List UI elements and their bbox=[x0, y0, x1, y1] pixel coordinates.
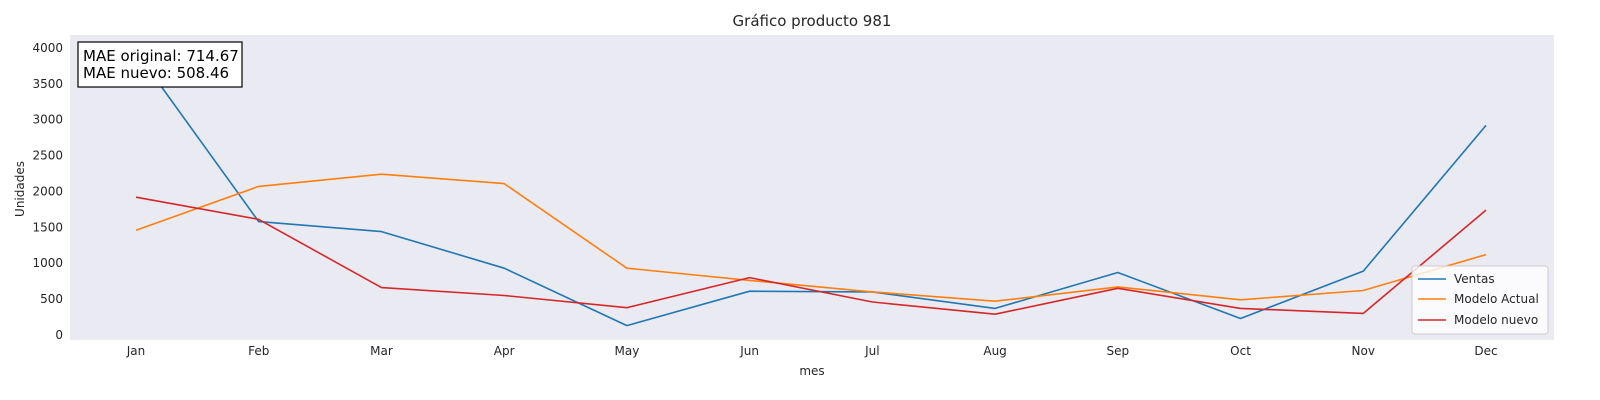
y-tick-label: 1000 bbox=[32, 256, 63, 270]
y-tick-label: 500 bbox=[40, 292, 63, 306]
legend-label-modelo-nuevo: Modelo nuevo bbox=[1454, 313, 1538, 327]
x-tick-label: Sep bbox=[1107, 344, 1130, 358]
series-line-modelo-nuevo bbox=[135, 196, 1487, 316]
y-tick-label: 0 bbox=[55, 328, 63, 342]
annotation-line-1: MAE original: 714.67 bbox=[83, 47, 239, 65]
mae-annotation-box: MAE original: 714.67 MAE nuevo: 508.46 bbox=[77, 41, 243, 88]
y-tick-label: 1500 bbox=[32, 220, 63, 234]
y-tick-label: 3500 bbox=[32, 77, 63, 91]
legend-frame bbox=[1411, 265, 1549, 335]
x-tick-labels: Jan Feb Mar Apr May Jun Jul Aug Sep Oct Nov Dec bbox=[126, 344, 1498, 358]
y-tick-label: 2000 bbox=[32, 184, 63, 198]
x-tick-label: Dec bbox=[1474, 344, 1497, 358]
series-lines bbox=[135, 51, 1487, 327]
x-tick-label: Jun bbox=[739, 344, 759, 358]
y-tick-label: 4000 bbox=[32, 41, 63, 55]
y-tick-label: 3000 bbox=[32, 113, 63, 127]
y-tick-labels: 0 500 1000 1500 2000 2500 3000 3500 4000 bbox=[32, 41, 63, 342]
x-tick-label: May bbox=[615, 344, 640, 358]
x-tick-label: Jul bbox=[864, 344, 879, 358]
series-line-ventas bbox=[135, 51, 1487, 327]
annotation-frame bbox=[77, 41, 243, 88]
x-tick-label: Feb bbox=[248, 344, 269, 358]
x-tick-label: Nov bbox=[1352, 344, 1375, 358]
x-tick-label: Mar bbox=[370, 344, 393, 358]
x-axis-label: mes bbox=[799, 364, 824, 378]
legend: Ventas Modelo Actual Modelo nuevo bbox=[1411, 265, 1549, 335]
x-tick-label: Aug bbox=[983, 344, 1006, 358]
x-tick-label: Oct bbox=[1230, 344, 1251, 358]
legend-label-modelo-actual: Modelo Actual bbox=[1454, 292, 1539, 306]
x-tick-label: Apr bbox=[494, 344, 515, 358]
x-tick-label: Jan bbox=[126, 344, 146, 358]
series-line-modelo-actual bbox=[135, 173, 1487, 303]
plot-area bbox=[70, 35, 1554, 340]
y-tick-label: 2500 bbox=[32, 149, 63, 163]
chart-title: Gráfico producto 981 bbox=[733, 12, 892, 30]
annotation-line-2: MAE nuevo: 508.46 bbox=[83, 64, 229, 82]
legend-label-ventas: Ventas bbox=[1454, 272, 1495, 286]
y-axis-label: Unidades bbox=[13, 161, 27, 217]
